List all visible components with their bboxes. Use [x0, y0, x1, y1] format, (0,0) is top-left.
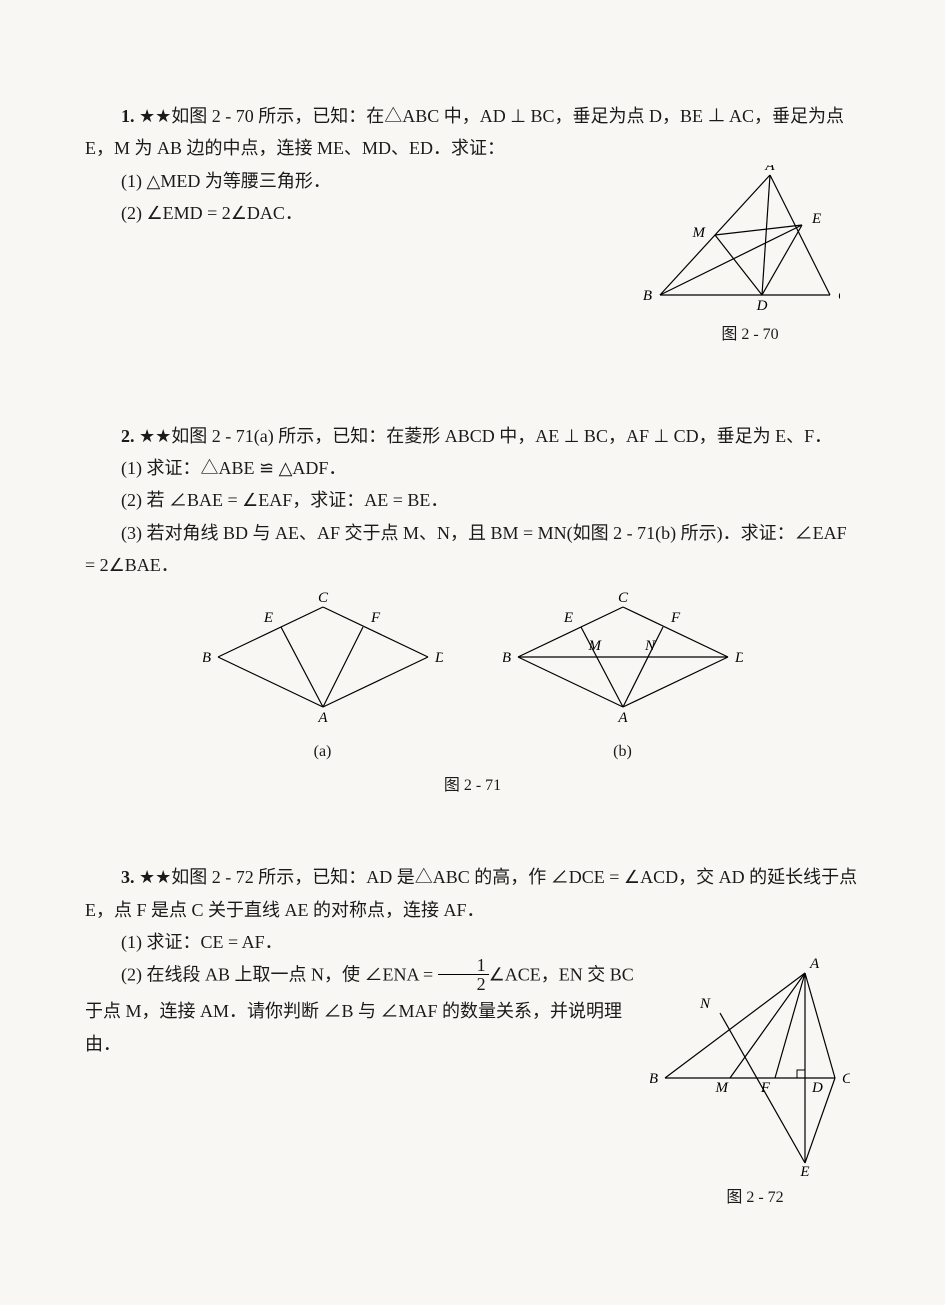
svg-text:E: E [799, 1164, 809, 1178]
svg-text:M: M [715, 1080, 730, 1096]
p3-sub1: (1) 求证：CE = AF． [85, 926, 860, 958]
svg-text:E: E [811, 211, 821, 227]
svg-text:B: B [503, 650, 511, 666]
p1-stem: 1. ★★如图 2 - 70 所示，已知：在△ABC 中，AD ⊥ BC，垂足为… [85, 100, 860, 165]
figure-2-71a-svg: B C D A E F [203, 592, 443, 732]
p1-sub1: (1) △MED 为等腰三角形． [85, 165, 640, 197]
svg-text:C: C [842, 1071, 850, 1087]
figure-2-70: A B C D E M 图 2 - 70 [640, 165, 860, 350]
p3-sub2-post: ∠ACE，EN 交 BC [489, 965, 634, 985]
p2-sub2: (2) 若 ∠BAE = ∠EAF，求证：AE = BE． [85, 484, 860, 516]
p3-sub2-line1: (2) 在线段 AB 上取一点 N，使 ∠ENA = 12∠ACE，EN 交 B… [85, 958, 640, 995]
frac-den: 2 [438, 975, 489, 993]
fraction-half: 12 [438, 956, 489, 993]
svg-text:B: B [203, 650, 211, 666]
p3-sub2-line2: 于点 M，连接 AM．请你判断 ∠B 与 ∠MAF 的数量关系，并说明理由． [85, 995, 640, 1060]
svg-text:M: M [587, 638, 602, 654]
svg-text:A: A [317, 710, 328, 726]
svg-text:D: D [811, 1080, 823, 1096]
p2-sub1: (1) 求证：△ABE ≌ △ADF． [85, 452, 860, 484]
svg-text:N: N [699, 996, 711, 1012]
problem-1: 1. ★★如图 2 - 70 所示，已知：在△ABC 中，AD ⊥ BC，垂足为… [85, 100, 860, 350]
difficulty-stars: ★★ [139, 426, 171, 446]
svg-text:D: D [434, 650, 443, 666]
figure-2-72-svg: A B C D F E N M [650, 958, 850, 1178]
difficulty-stars: ★★ [139, 106, 171, 126]
figure-2-71b-sub: (b) [503, 738, 743, 767]
figure-2-71: B C D A E F (a) B C D A E F M N (b) [85, 592, 860, 767]
p3-stem-text: 如图 2 - 72 所示，已知：AD 是△ABC 的高，作 ∠DCE = ∠AC… [85, 867, 857, 919]
frac-num: 1 [438, 956, 489, 975]
svg-text:M: M [692, 225, 707, 241]
svg-text:A: A [764, 165, 775, 174]
figure-2-71a-sub: (a) [203, 738, 443, 767]
p1-number: 1. [121, 106, 135, 126]
p1-sub2: (2) ∠EMD = 2∠DAC． [85, 197, 640, 229]
figure-2-72-caption: 图 2 - 72 [650, 1184, 860, 1213]
svg-text:F: F [370, 610, 381, 626]
svg-text:B: B [650, 1071, 658, 1087]
svg-text:F: F [670, 610, 681, 626]
svg-text:F: F [760, 1080, 771, 1096]
figure-2-71a: B C D A E F (a) [203, 592, 443, 767]
svg-text:A: A [617, 710, 628, 726]
figure-2-72: A B C D F E N M 图 2 - 72 [650, 958, 860, 1213]
p1-stem-text: 如图 2 - 70 所示，已知：在△ABC 中，AD ⊥ BC，垂足为点 D，B… [85, 106, 844, 158]
figure-2-71-caption: 图 2 - 71 [85, 772, 860, 801]
svg-text:C: C [317, 592, 328, 606]
svg-text:B: B [643, 288, 652, 304]
problem-2: 2. ★★如图 2 - 71(a) 所示，已知：在菱形 ABCD 中，AE ⊥ … [85, 420, 860, 802]
figure-2-70-svg: A B C D E M [640, 165, 840, 315]
svg-text:C: C [617, 592, 628, 606]
svg-text:E: E [262, 610, 272, 626]
p2-stem-text: 如图 2 - 71(a) 所示，已知：在菱形 ABCD 中，AE ⊥ BC，AF… [171, 426, 832, 446]
p2-sub3-line1: (3) 若对角线 BD 与 AE、AF 交于点 M、N，且 BM = MN(如图… [85, 517, 860, 582]
p3-stem: 3. ★★如图 2 - 72 所示，已知：AD 是△ABC 的高，作 ∠DCE … [85, 861, 860, 926]
figure-2-71b: B C D A E F M N (b) [503, 592, 743, 767]
p3-number: 3. [121, 867, 135, 887]
figure-2-70-caption: 图 2 - 70 [640, 321, 860, 350]
p2-sub3-text: (3) 若对角线 BD 与 AE、AF 交于点 M、N，且 BM = MN(如图… [85, 523, 847, 575]
svg-text:D: D [756, 298, 768, 314]
difficulty-stars: ★★ [139, 867, 171, 887]
p2-number: 2. [121, 426, 135, 446]
svg-text:D: D [734, 650, 743, 666]
svg-text:E: E [562, 610, 572, 626]
p2-stem: 2. ★★如图 2 - 71(a) 所示，已知：在菱形 ABCD 中，AE ⊥ … [85, 420, 860, 452]
figure-2-71b-svg: B C D A E F M N [503, 592, 743, 732]
p3-sub2-pre: (2) 在线段 AB 上取一点 N，使 ∠ENA = [121, 965, 438, 985]
svg-text:N: N [644, 638, 656, 654]
svg-text:A: A [809, 958, 820, 972]
problem-3: 3. ★★如图 2 - 72 所示，已知：AD 是△ABC 的高，作 ∠DCE … [85, 861, 860, 1213]
svg-text:C: C [838, 288, 840, 304]
